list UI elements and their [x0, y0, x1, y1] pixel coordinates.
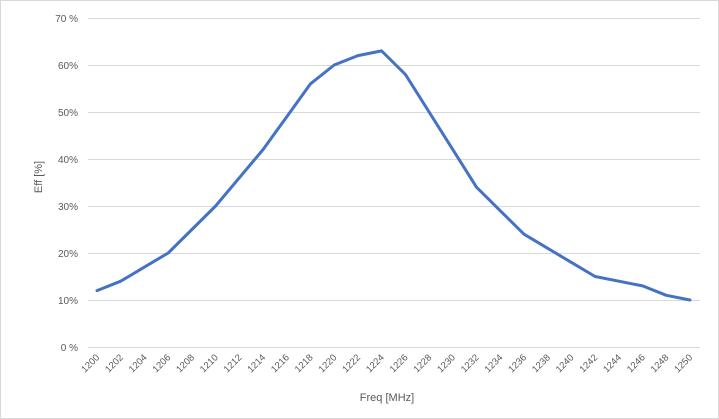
x-tick-label: 1246	[625, 352, 648, 375]
y-tick-label: 0 %	[61, 343, 78, 354]
y-tick-label: 40%	[58, 155, 78, 166]
x-tick-label: 1220	[317, 352, 340, 375]
x-tick-label: 1242	[578, 352, 601, 375]
x-tick-label: 1204	[127, 352, 150, 375]
x-tick-label: 1250	[672, 352, 695, 375]
x-tick-label: 1234	[483, 352, 506, 375]
x-tick-label: 1218	[293, 352, 316, 375]
x-tick-label: 1210	[198, 352, 221, 375]
y-tick-label: 70 %	[55, 14, 78, 25]
x-tick-label: 1206	[151, 352, 174, 375]
series-layer	[95, 49, 692, 302]
x-tick-label: 1248	[649, 352, 672, 375]
series-line	[95, 49, 692, 302]
y-tick-label: 20%	[58, 249, 78, 260]
x-tick-label: 1214	[245, 352, 268, 375]
x-axis-title: Freq [MHz]	[360, 392, 414, 404]
x-tick-label: 1232	[459, 352, 482, 375]
x-tick-label: 1224	[364, 352, 387, 375]
y-axis-title: Eff [%]	[33, 161, 45, 193]
x-axis-ticks: 1200 1202 1204 1206 1208 1210 1212 1214 1216 1218…	[79, 352, 695, 375]
x-tick-label: 1244	[601, 352, 624, 375]
x-tick-label: 1230	[435, 352, 458, 375]
x-tick-label: 1240	[554, 352, 577, 375]
x-tick-label: 1226	[388, 352, 411, 375]
x-tick-label: 1212	[222, 352, 245, 375]
x-tick-label: 1200	[79, 352, 102, 375]
gridlines	[88, 18, 700, 348]
x-tick-label: 1236	[506, 352, 529, 375]
y-tick-label: 50%	[58, 108, 78, 119]
y-axis-ticks: 0 % 10% 20% 30% 40% 50% 60% 70 %	[55, 14, 78, 354]
y-tick-label: 10%	[58, 296, 78, 307]
y-tick-label: 60%	[58, 61, 78, 72]
y-tick-label: 30%	[58, 202, 78, 213]
x-tick-label: 1228	[411, 352, 434, 375]
x-tick-label: 1208	[174, 352, 197, 375]
x-tick-label: 1202	[103, 352, 126, 375]
x-tick-label: 1222	[340, 352, 363, 375]
x-tick-label: 1238	[530, 352, 553, 375]
x-tick-label: 1216	[269, 352, 292, 375]
